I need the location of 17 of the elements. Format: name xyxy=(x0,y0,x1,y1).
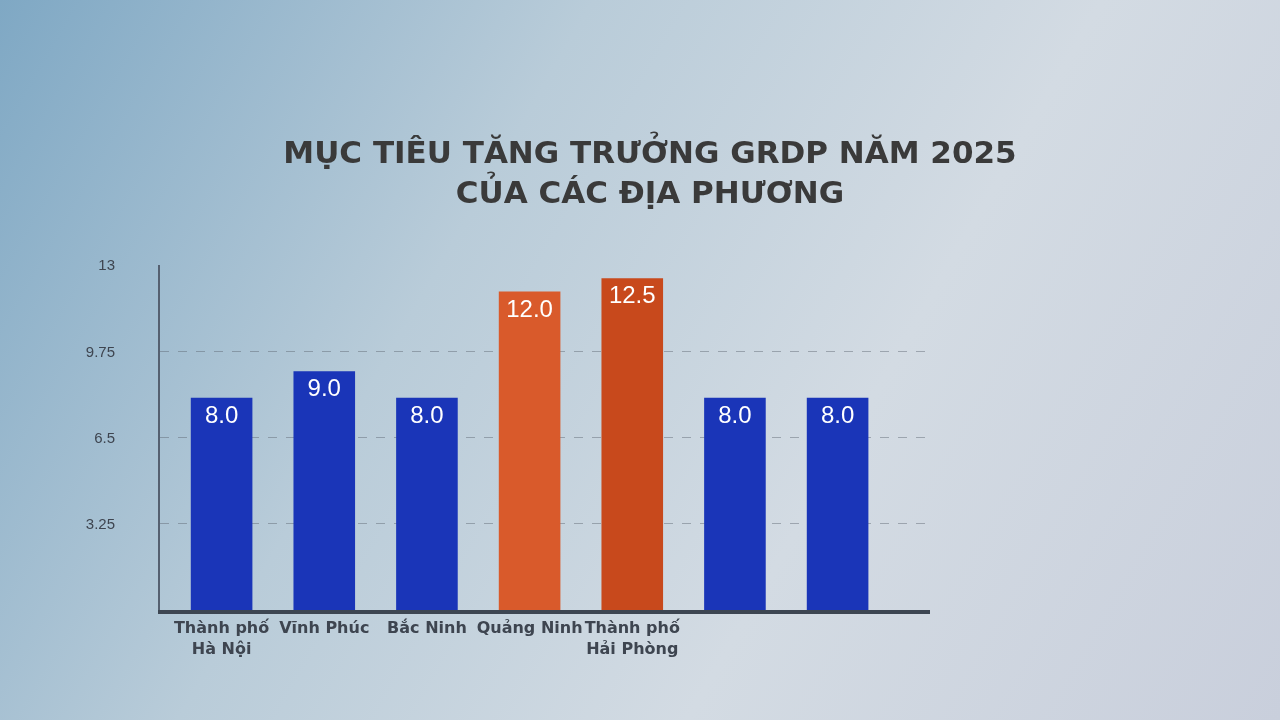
data-label: 12.0 xyxy=(506,294,553,322)
y-tick-label: 3.25 xyxy=(85,515,115,532)
data-label: 8.0 xyxy=(204,400,239,428)
data-label: 8.0 xyxy=(410,400,444,428)
x-tick-label: Bắc Ninh xyxy=(387,618,467,638)
x-tick-label: Quảng Ninh xyxy=(476,618,583,638)
y-tick-label: 13 xyxy=(98,256,115,274)
x-tick-label: Thành phố Hà Nội xyxy=(173,618,270,658)
chart-title: MỤC TIÊU TĂNG TRƯỞNG GRDP NĂM 2025 CỦA CÁC ĐỊA PHƯƠNG xyxy=(282,132,1018,212)
data-label: 8.0 xyxy=(820,400,855,428)
data-label: 8.0 xyxy=(718,400,752,428)
x-tick-label: Vĩnh Phúc xyxy=(279,618,370,638)
x-tick-label: Thành phố Hải Phòng xyxy=(584,618,680,658)
y-tick-label: 6.5 xyxy=(94,428,115,446)
y-tick-label: 9.75 xyxy=(85,342,115,360)
data-label: 12.5 xyxy=(608,281,656,309)
data-label: 9.0 xyxy=(307,374,341,402)
